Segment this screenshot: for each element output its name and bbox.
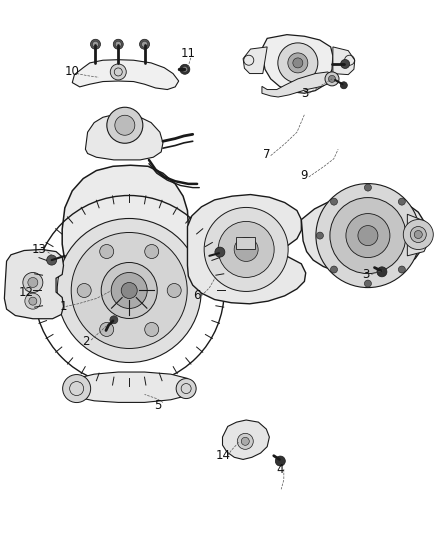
Polygon shape	[407, 214, 429, 256]
Text: 3: 3	[301, 87, 308, 100]
Circle shape	[316, 183, 420, 288]
Circle shape	[341, 60, 350, 68]
Polygon shape	[243, 47, 267, 74]
Circle shape	[57, 219, 201, 362]
Circle shape	[110, 64, 126, 80]
Circle shape	[234, 237, 258, 262]
Circle shape	[399, 266, 405, 273]
Circle shape	[413, 232, 420, 239]
Circle shape	[111, 272, 147, 309]
Circle shape	[182, 67, 187, 72]
Polygon shape	[236, 237, 255, 249]
Polygon shape	[72, 60, 179, 90]
Text: 2: 2	[81, 335, 89, 348]
Circle shape	[63, 375, 91, 402]
Circle shape	[71, 232, 187, 349]
Circle shape	[180, 64, 190, 74]
Circle shape	[325, 72, 339, 86]
Circle shape	[77, 284, 91, 297]
Text: 4: 4	[276, 463, 284, 475]
Polygon shape	[187, 195, 306, 304]
Polygon shape	[223, 420, 269, 459]
Circle shape	[91, 39, 100, 49]
Circle shape	[47, 255, 57, 265]
Circle shape	[237, 433, 253, 449]
Circle shape	[100, 245, 114, 259]
Polygon shape	[262, 72, 333, 97]
Circle shape	[140, 39, 149, 49]
Circle shape	[403, 220, 433, 249]
Circle shape	[358, 225, 378, 246]
Text: 11: 11	[181, 47, 196, 60]
Circle shape	[331, 198, 337, 205]
Circle shape	[328, 75, 336, 83]
Text: 12: 12	[19, 286, 34, 298]
Circle shape	[121, 282, 137, 298]
Circle shape	[410, 227, 426, 243]
Circle shape	[145, 245, 159, 259]
Circle shape	[113, 39, 123, 49]
Circle shape	[330, 198, 406, 273]
Circle shape	[23, 272, 43, 293]
Text: 6: 6	[193, 289, 201, 302]
Circle shape	[176, 378, 196, 399]
Circle shape	[346, 214, 390, 257]
Circle shape	[331, 266, 337, 273]
Text: 10: 10	[65, 66, 80, 78]
Circle shape	[399, 198, 405, 205]
Circle shape	[377, 267, 387, 277]
Circle shape	[141, 41, 148, 47]
Circle shape	[100, 322, 114, 336]
Circle shape	[316, 232, 323, 239]
Circle shape	[115, 115, 135, 135]
Polygon shape	[62, 165, 188, 322]
Polygon shape	[333, 47, 355, 75]
Circle shape	[241, 437, 249, 446]
Circle shape	[107, 107, 143, 143]
Circle shape	[28, 278, 38, 287]
Polygon shape	[4, 249, 64, 319]
Circle shape	[278, 43, 318, 83]
Text: 5: 5	[154, 399, 161, 411]
Circle shape	[218, 221, 274, 278]
Circle shape	[29, 297, 37, 305]
Text: 3: 3	[362, 268, 369, 281]
Circle shape	[414, 230, 422, 239]
Circle shape	[364, 184, 371, 191]
Circle shape	[276, 456, 285, 466]
Circle shape	[293, 58, 303, 68]
Circle shape	[340, 82, 347, 89]
Text: 7: 7	[263, 148, 271, 161]
Circle shape	[101, 262, 157, 319]
Polygon shape	[85, 115, 163, 160]
Circle shape	[115, 41, 121, 47]
Circle shape	[92, 41, 99, 47]
Circle shape	[167, 284, 181, 297]
Circle shape	[364, 280, 371, 287]
Text: 13: 13	[32, 243, 47, 256]
Text: 14: 14	[216, 449, 231, 462]
Polygon shape	[263, 35, 333, 93]
Polygon shape	[301, 196, 426, 274]
Circle shape	[25, 293, 41, 309]
Text: 1: 1	[60, 300, 67, 313]
Text: 9: 9	[300, 169, 308, 182]
Circle shape	[204, 207, 288, 292]
Circle shape	[215, 247, 225, 257]
Polygon shape	[69, 372, 193, 402]
Circle shape	[110, 316, 118, 324]
Circle shape	[145, 322, 159, 336]
Circle shape	[288, 53, 308, 73]
